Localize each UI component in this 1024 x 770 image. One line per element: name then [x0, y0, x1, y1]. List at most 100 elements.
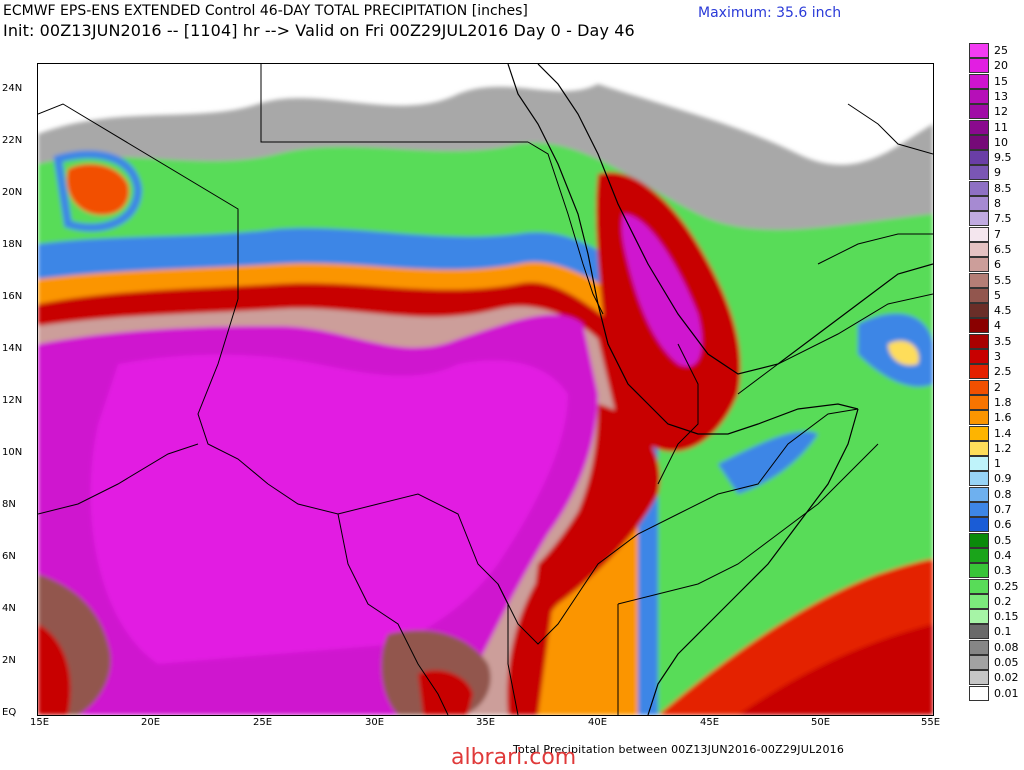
legend-swatch [969, 257, 989, 273]
legend-label: 0.1 [994, 625, 1012, 639]
lat-label-14n: 14N [2, 343, 23, 354]
legend-label: 6 [994, 258, 1001, 272]
legend-label: 8.5 [994, 181, 1012, 195]
lon-label-15e: 15E [30, 717, 50, 728]
legend-label: 25 [994, 44, 1008, 57]
legend-label: 0.08 [994, 640, 1019, 654]
legend-swatch [969, 517, 989, 533]
legend-label: 4 [994, 319, 1001, 333]
legend-swatch [969, 410, 989, 426]
legend-swatch [969, 655, 989, 670]
legend-label: 0.8 [994, 487, 1012, 501]
legend-label: 0.25 [994, 579, 1019, 593]
legend-label: 0.4 [994, 548, 1012, 562]
lat-label-22n: 22N [2, 135, 23, 146]
precipitation-map [37, 63, 934, 716]
legend-swatch [969, 578, 989, 594]
lon-label-50e: 50E [811, 717, 831, 728]
legend-label: 2.5 [994, 365, 1012, 379]
legend-swatch [969, 471, 989, 487]
init-valid-line: Init: 00Z13JUN2016 -- [1104] hr --> Vali… [3, 21, 635, 40]
legend-label: 1.2 [994, 441, 1012, 455]
legend-label: 1.4 [994, 426, 1012, 440]
legend-label: 5.5 [994, 273, 1012, 287]
legend-swatch [969, 670, 989, 686]
legend-swatch [969, 394, 989, 410]
legend-swatch [969, 364, 989, 380]
legend-swatch [969, 73, 989, 89]
legend-swatch [969, 88, 989, 104]
legend-swatch [969, 180, 989, 196]
legend-label: 12 [994, 105, 1008, 119]
legend-label: 0.05 [994, 656, 1019, 669]
legend-swatch [969, 502, 989, 517]
legend-label: 10 [994, 135, 1008, 149]
legend-swatch [969, 226, 989, 242]
legend-label: 20 [994, 59, 1008, 73]
legend-swatch [969, 303, 989, 319]
legend-label: 0.3 [994, 564, 1012, 578]
precipitation-field [38, 64, 933, 715]
country-borders [38, 64, 933, 715]
legend-label: 11 [994, 120, 1008, 134]
watermark-text: albrari.com [451, 745, 577, 770]
lon-label-35e: 35E [476, 717, 496, 728]
legend-label: 0.2 [994, 594, 1012, 608]
legend-swatch [969, 639, 989, 655]
legend-swatch [969, 379, 989, 395]
legend-swatch [969, 609, 989, 625]
legend-swatch [969, 486, 989, 502]
legend-label: 0.15 [994, 610, 1019, 624]
lon-label-25e: 25E [253, 717, 273, 728]
legend-label: 9 [994, 166, 1001, 180]
legend-label: 13 [994, 89, 1008, 103]
lat-label-12n: 12N [2, 395, 23, 406]
legend-swatch [969, 563, 989, 579]
lon-label-45e: 45E [700, 717, 720, 728]
lon-label-40e: 40E [588, 717, 608, 728]
legend-label: 15 [994, 74, 1008, 88]
legend-swatch [969, 425, 989, 441]
legend-label: 5 [994, 288, 1001, 302]
legend-label: 0.5 [994, 533, 1012, 547]
lat-label-20n: 20N [2, 187, 23, 198]
legend-label: 1 [994, 457, 1001, 471]
legend-label: 8 [994, 197, 1001, 210]
legend-swatch [969, 150, 989, 166]
lat-label-2n: 2N [2, 655, 16, 666]
legend-label: 7 [994, 227, 1001, 241]
legend-swatch [969, 287, 989, 303]
legend-swatch [969, 349, 989, 364]
lat-label-18n: 18N [2, 239, 23, 250]
map-title: ECMWF EPS-ENS EXTENDED Control 46-DAY TO… [3, 3, 528, 19]
legend-label: 0.6 [994, 518, 1012, 532]
legend-label: 0.02 [994, 671, 1019, 685]
legend-swatch [969, 119, 989, 135]
legend-label: 6.5 [994, 242, 1012, 256]
lat-label-16n: 16N [2, 291, 23, 302]
legend-swatch [969, 318, 989, 334]
legend-swatch [969, 272, 989, 288]
legend-swatch [969, 241, 989, 257]
maximum-value-label: Maximum: 35.6 inch [698, 5, 842, 21]
legend-swatch [969, 43, 989, 58]
legend-swatch [969, 456, 989, 472]
legend-label: 1.6 [994, 411, 1012, 425]
legend-swatch [969, 593, 989, 609]
legend-label: 1.8 [994, 395, 1012, 409]
legend-label: 4.5 [994, 304, 1012, 318]
lat-label-4n: 4N [2, 603, 16, 614]
legend-label: 9.5 [994, 151, 1012, 165]
legend-swatch [969, 685, 989, 701]
legend-label: 3.5 [994, 334, 1012, 348]
legend-label: 0.01 [994, 686, 1019, 700]
coastlines [507, 64, 933, 715]
legend-swatch [969, 196, 989, 211]
footer-caption: Total Precipitation between 00Z13JUN2016… [513, 743, 845, 756]
legend-swatch [969, 624, 989, 640]
legend-label: 2 [994, 380, 1001, 394]
legend-swatch [969, 211, 989, 227]
legend-label: 0.7 [994, 503, 1012, 516]
legend-swatch [969, 333, 989, 349]
legend-swatch [969, 58, 989, 74]
